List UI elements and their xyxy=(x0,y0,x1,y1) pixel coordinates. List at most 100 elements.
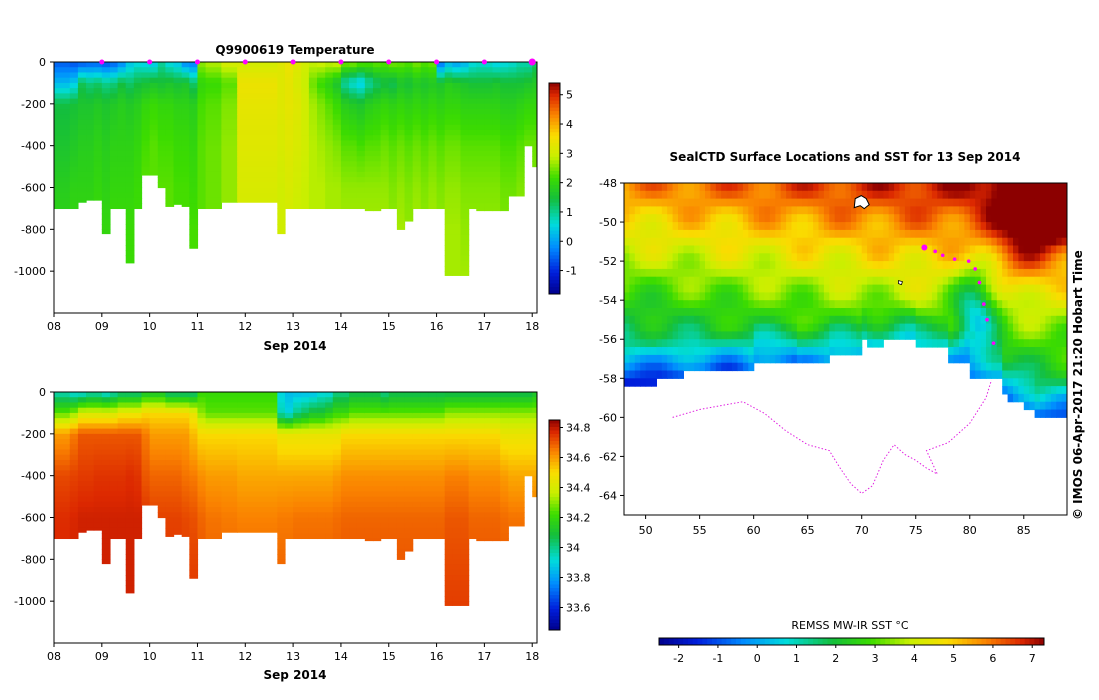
section-cell xyxy=(380,129,390,136)
section-cell xyxy=(332,397,342,404)
section-cell xyxy=(117,88,127,94)
sst-cell xyxy=(840,253,847,262)
sst-cell xyxy=(1029,268,1036,278)
sst-cell xyxy=(829,214,836,223)
section-cell xyxy=(117,62,127,68)
section-cell xyxy=(436,171,446,178)
sst-cell xyxy=(715,190,722,200)
sst-cell xyxy=(856,284,863,293)
section-cell xyxy=(396,67,406,74)
section-cell xyxy=(308,444,318,451)
sst-cell xyxy=(705,323,711,332)
section-cell xyxy=(237,88,278,94)
section-cell xyxy=(54,135,71,142)
section-cell xyxy=(340,114,350,121)
section-cell xyxy=(317,491,326,498)
section-cell xyxy=(500,527,509,534)
section-cell xyxy=(301,177,310,183)
sst-cell xyxy=(705,237,711,247)
sst-cell xyxy=(775,222,782,231)
sst-cell xyxy=(656,300,663,309)
section-cell xyxy=(460,548,470,555)
section-cell xyxy=(117,480,127,487)
section-cell xyxy=(301,82,310,89)
sst-cell xyxy=(753,183,760,192)
section-cell xyxy=(317,501,326,508)
sst-cell xyxy=(667,339,674,348)
section-cell xyxy=(340,109,350,115)
section-cell xyxy=(468,88,477,94)
section-cell xyxy=(356,402,366,409)
section-cell xyxy=(69,62,79,68)
section-cell xyxy=(444,454,453,461)
section-cell xyxy=(173,522,183,529)
section-cell xyxy=(189,197,199,204)
section-cell xyxy=(125,140,135,147)
section-cell xyxy=(125,580,135,587)
section-cell xyxy=(420,182,430,189)
section-cell xyxy=(444,501,453,508)
section-cell xyxy=(364,140,374,147)
sst-cell xyxy=(683,245,690,254)
sst-cell xyxy=(807,261,814,270)
section-cell xyxy=(125,124,135,131)
sst-cell xyxy=(694,245,701,254)
section-cell xyxy=(340,533,350,540)
section-cell xyxy=(86,109,95,115)
section-cell xyxy=(460,601,470,606)
section-cell xyxy=(388,171,398,178)
section-cell xyxy=(308,433,318,440)
sst-cell xyxy=(969,347,976,356)
sst-cell xyxy=(791,347,798,356)
sst-cell xyxy=(845,276,852,286)
section-cell xyxy=(340,465,350,472)
sst-cell xyxy=(937,214,944,223)
sst-cell xyxy=(888,276,895,286)
section-cell xyxy=(93,156,103,162)
temperature-section-plot xyxy=(54,62,537,276)
sst-cell xyxy=(883,276,890,286)
sst-cell xyxy=(834,245,841,254)
sst-cell xyxy=(834,183,841,192)
section-cell xyxy=(476,449,485,456)
section-cell xyxy=(500,208,509,212)
sst-cell xyxy=(721,362,728,372)
section-cell xyxy=(372,522,382,529)
section-cell xyxy=(460,449,470,456)
salinity-section-plot xyxy=(54,392,537,606)
section-cell xyxy=(221,496,238,503)
section-cell xyxy=(349,418,358,424)
section-cell xyxy=(197,439,207,445)
section-cell xyxy=(189,82,199,89)
sst-cell xyxy=(780,323,787,332)
section-cell xyxy=(420,496,430,503)
sst-cell xyxy=(937,284,944,293)
section-cell xyxy=(500,72,509,79)
section-cell xyxy=(404,402,414,409)
section-cell xyxy=(325,187,334,194)
section-cell xyxy=(436,197,446,204)
section-cell xyxy=(452,533,462,540)
section-cell xyxy=(396,392,406,398)
sst-cell xyxy=(915,300,922,309)
section-cell xyxy=(54,72,71,79)
sst-cell xyxy=(791,284,798,293)
section-cell xyxy=(133,119,143,126)
section-cell xyxy=(173,402,183,409)
section-cell xyxy=(301,517,310,524)
section-cell xyxy=(93,67,103,74)
sst-cell xyxy=(769,315,776,325)
section-cell xyxy=(532,433,537,440)
sst-cell xyxy=(764,214,771,223)
section-cell xyxy=(396,82,406,89)
section-cell xyxy=(388,177,398,183)
section-cell xyxy=(141,459,151,466)
section-cell xyxy=(325,88,334,94)
sst-cell xyxy=(661,198,668,207)
sst-cell xyxy=(910,323,917,332)
section-cell xyxy=(93,161,103,168)
sst-cell xyxy=(688,222,695,231)
sst-cell xyxy=(1013,331,1019,340)
section-cell xyxy=(412,522,422,529)
section-cell xyxy=(109,392,119,398)
